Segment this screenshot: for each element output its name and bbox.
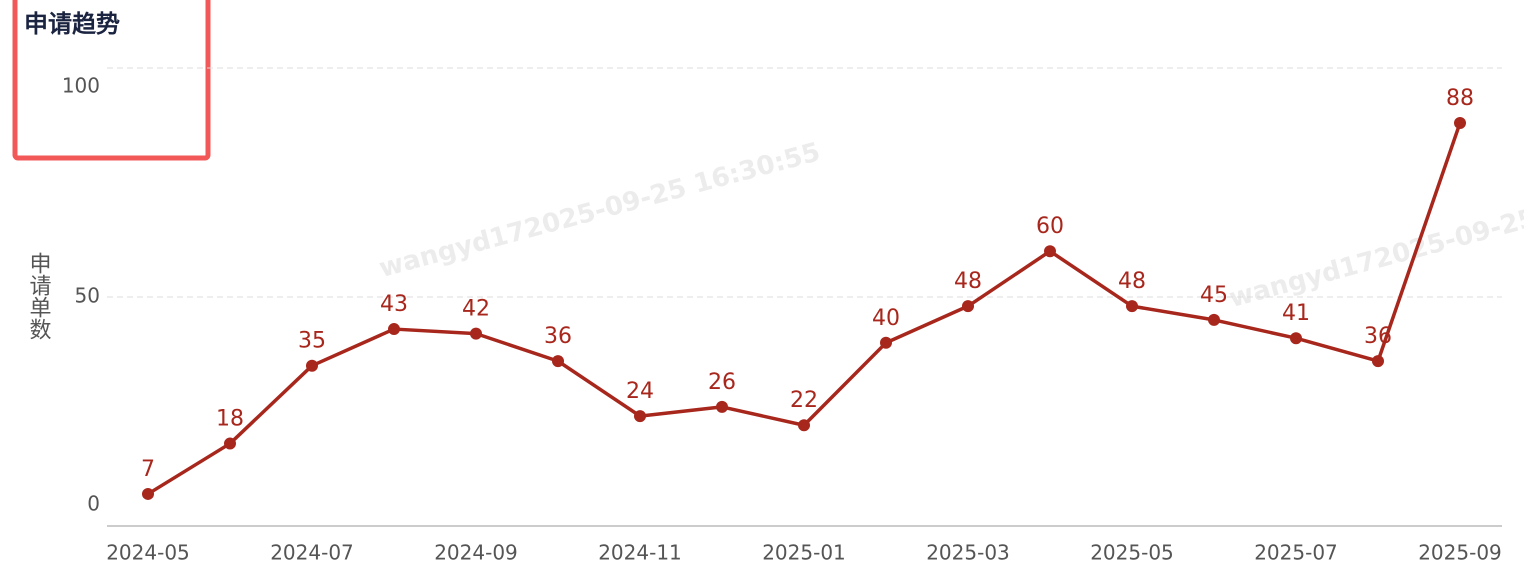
data-label: 26: [708, 370, 736, 395]
point: [962, 300, 974, 313]
x-tick-label: 2025-09: [1418, 541, 1502, 565]
data-label: 48: [1118, 269, 1146, 294]
y-axis-label: 申请单数: [26, 252, 52, 340]
point: [552, 355, 564, 368]
watermark: wangyd172025-09-25 16:30:55: [376, 137, 823, 284]
x-tick-label: 2025-03: [926, 541, 1010, 565]
point: [1290, 332, 1302, 345]
point: [142, 487, 154, 500]
point: [306, 359, 318, 372]
point: [470, 327, 482, 340]
data-label: 42: [462, 297, 490, 322]
y-tick-label: 100: [62, 74, 100, 98]
y-tick-label: 50: [75, 284, 100, 308]
point: [880, 336, 892, 349]
x-tick-label: 2025-07: [1254, 541, 1338, 565]
data-label: 36: [544, 324, 572, 349]
data-label: 18: [216, 407, 244, 432]
data-label: 40: [872, 306, 900, 331]
highlight-box: [12, 0, 211, 161]
chart-title: 申请趋势: [24, 10, 120, 38]
data-label: 88: [1446, 86, 1474, 111]
point: [388, 323, 400, 336]
data-label: 22: [790, 388, 818, 413]
data-label: 41: [1282, 301, 1310, 326]
data-label: 35: [298, 329, 326, 354]
point: [1454, 116, 1466, 129]
y-tick-label: 0: [87, 492, 100, 516]
x-tick-label: 2025-05: [1090, 541, 1174, 565]
line: [147, 122, 1462, 496]
data-label: 45: [1200, 283, 1228, 308]
x-tick-label: 2024-07: [270, 541, 354, 565]
point: [224, 437, 236, 450]
point: [1372, 355, 1384, 368]
data-label: 24: [626, 379, 654, 404]
x-tick-label: 2024-11: [598, 541, 682, 565]
point: [634, 410, 646, 423]
watermark: wangyd172025-09-25 16:30:55: [1226, 167, 1524, 314]
data-label: 36: [1364, 324, 1392, 349]
point: [1044, 245, 1056, 258]
point: [1126, 300, 1138, 313]
point: [1208, 313, 1220, 326]
x-tick-label: 2025-01: [762, 541, 846, 565]
x-tick-label: 2024-09: [434, 541, 518, 565]
data-label: 43: [380, 292, 408, 317]
data-label: 7: [141, 457, 155, 482]
point: [798, 419, 810, 432]
data-label: 48: [954, 269, 982, 294]
x-tick-label: 2024-05: [106, 541, 190, 565]
point: [716, 400, 728, 413]
data-label: 60: [1036, 214, 1064, 239]
